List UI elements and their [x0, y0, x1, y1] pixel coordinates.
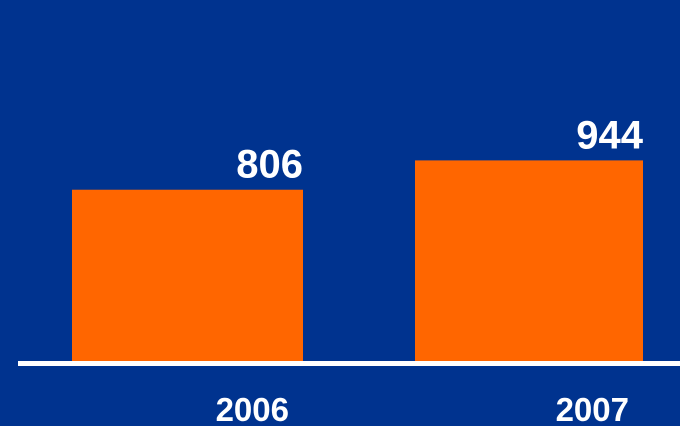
bar-2007	[415, 160, 643, 361]
x-tick-label-2006: 2006	[216, 391, 289, 426]
bar-2006	[72, 189, 303, 361]
bars-group	[72, 160, 643, 361]
labels-group: 806 2006 944 2007	[216, 113, 644, 426]
data-label-2006: 806	[236, 143, 303, 187]
x-tick-label-2007: 2007	[556, 391, 629, 426]
data-label-2007: 944	[576, 113, 643, 157]
